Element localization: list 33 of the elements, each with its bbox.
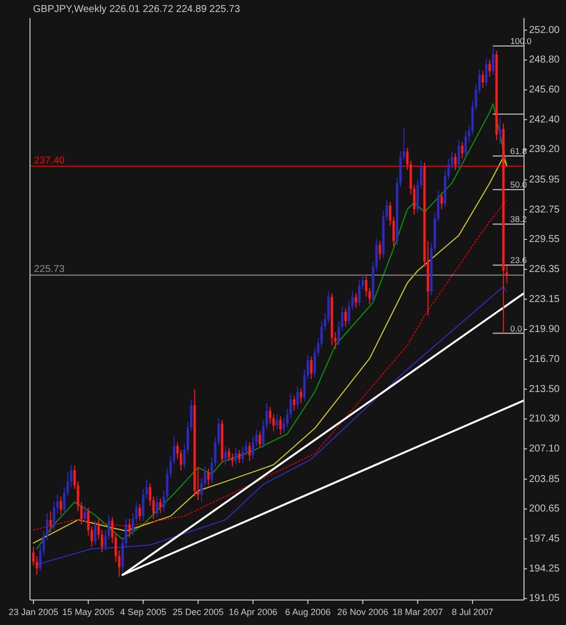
x-tick-label: 15 May 2005 bbox=[62, 607, 114, 617]
y-tick-label: 203.85 bbox=[529, 474, 560, 485]
y-tick-label: 248.80 bbox=[529, 54, 560, 66]
y-tick-label: 252.00 bbox=[529, 24, 560, 36]
y-tick-label: 200.65 bbox=[529, 504, 560, 515]
y-tick-label: 213.50 bbox=[529, 384, 560, 395]
ref-line-label: 225.73 bbox=[34, 264, 66, 276]
y-tick-label: 232.75 bbox=[529, 204, 560, 216]
y-tick-label: 229.55 bbox=[529, 234, 560, 246]
y-tick-label: 197.45 bbox=[529, 534, 560, 545]
x-tick-label: 18 Mar 2007 bbox=[392, 607, 443, 617]
y-tick-label: 223.15 bbox=[529, 294, 560, 305]
y-tick-label: 191.05 bbox=[529, 593, 560, 604]
x-tick-label: 23 Jan 2005 bbox=[8, 607, 58, 617]
chart-title: GBPJPY,Weekly 226.01 226.72 224.89 225.73 bbox=[33, 4, 240, 15]
ref-line-label: 237.40 bbox=[34, 155, 66, 166]
y-tick-label: 226.35 bbox=[529, 264, 560, 275]
y-tick-label: 216.70 bbox=[529, 354, 560, 366]
x-tick-label: 25 Dec 2005 bbox=[172, 607, 224, 617]
x-tick-label: 6 Aug 2006 bbox=[285, 607, 331, 617]
y-tick-label: 194.25 bbox=[529, 563, 560, 574]
y-tick-label: 235.95 bbox=[529, 174, 560, 186]
y-tick-label: 207.10 bbox=[529, 444, 560, 455]
y-tick-label: 239.20 bbox=[529, 144, 560, 156]
x-tick-label: 16 Apr 2006 bbox=[228, 607, 278, 617]
annotation: 0.0 bbox=[510, 323, 522, 334]
x-tick-label: 26 Nov 2006 bbox=[337, 607, 388, 617]
x-tick-label: 4 Sep 2005 bbox=[120, 607, 166, 617]
x-tick-label: 8 Jul 2007 bbox=[452, 607, 494, 617]
y-tick-label: 219.90 bbox=[529, 324, 560, 336]
y-tick-label: 242.40 bbox=[529, 114, 560, 126]
y-tick-label: 245.60 bbox=[529, 84, 560, 96]
y-tick-label: 210.30 bbox=[529, 414, 560, 425]
